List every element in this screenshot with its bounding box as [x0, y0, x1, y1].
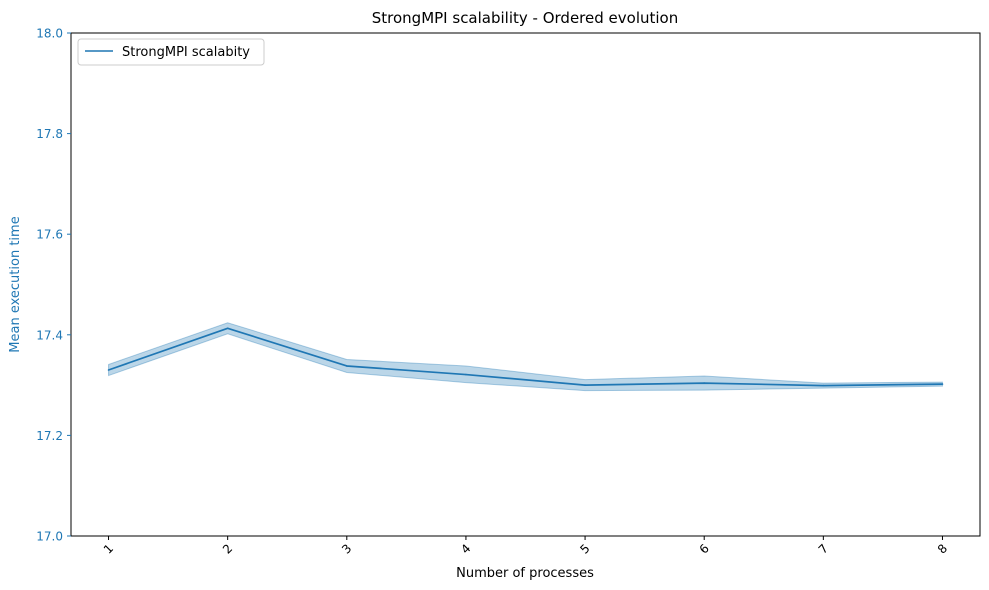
x-axis-label: Number of processes	[456, 566, 594, 581]
data-point	[703, 382, 706, 384]
y-tick-label: 17.6	[36, 228, 63, 242]
data-point	[822, 384, 825, 387]
legend: StrongMPI scalabity	[77, 38, 265, 66]
data-point	[465, 373, 467, 376]
data-point	[345, 365, 348, 367]
chart-title: StrongMPI scalability - Ordered evolutio…	[372, 9, 678, 27]
series-line	[108, 327, 943, 387]
data-point	[584, 384, 586, 386]
confidence-band	[108, 322, 943, 392]
y-tick-label: 18.0	[36, 27, 63, 41]
data-point	[226, 327, 229, 330]
legend-label: StrongMPI scalabity	[122, 45, 250, 60]
plot-area	[107, 322, 944, 392]
y-tick-label: 17.2	[36, 429, 63, 443]
y-tick-label: 17.8	[36, 127, 63, 141]
data-point	[107, 369, 110, 371]
y-axis-label: Mean execution time	[8, 216, 23, 352]
y-axis: 17.0 17.2 17.4 17.6 17.8 18.0	[36, 27, 71, 544]
y-tick-label: 17.0	[36, 530, 63, 544]
legend-box	[77, 38, 265, 66]
plot-frame	[70, 32, 981, 537]
data-point	[941, 383, 944, 385]
y-tick-label: 17.4	[36, 328, 63, 342]
